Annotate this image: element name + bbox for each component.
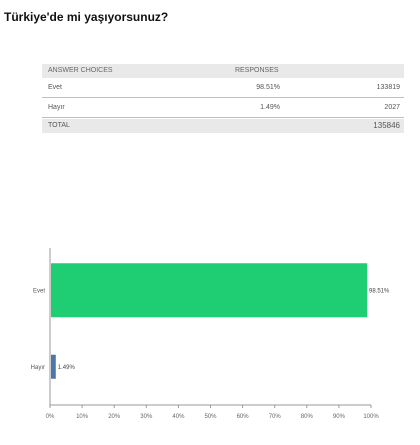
x-tick-label: 30% (140, 414, 153, 420)
row-label: Hayır (48, 104, 65, 111)
table-total-row: TOTAL 135846 (42, 119, 404, 133)
x-tick-label: 90% (333, 414, 346, 420)
x-tick-label: 70% (269, 414, 282, 420)
value-label: 1.49% (58, 365, 76, 371)
x-tick-label: 40% (172, 414, 185, 420)
x-tick-label: 0% (46, 414, 55, 420)
category-label: Hayır (31, 365, 45, 371)
x-tick-label: 80% (301, 414, 314, 420)
response-bar-chart: Evet 98.51% Hayır 1.49% 0% 10% 20% 30% 40% 50% 60%… (31, 248, 390, 420)
total-label: TOTAL (48, 122, 70, 129)
x-tick-label: 100% (363, 414, 379, 420)
value-label: 98.51% (369, 288, 390, 294)
total-count: 135846 (373, 121, 400, 130)
x-tick-label: 60% (237, 414, 250, 420)
bar-evet (51, 263, 368, 318)
header-answer-choices: ANSWER CHOICES (48, 67, 113, 74)
row-count: 133819 (376, 84, 400, 91)
question-title: Türkiye'de mi yaşıyorsunuz? (4, 10, 169, 24)
header-responses: RESPONSES (235, 67, 279, 74)
row-percent: 1.49% (260, 104, 280, 111)
x-tick-label: 50% (204, 414, 217, 420)
table-row: Evet 98.51% 133819 (42, 78, 404, 98)
x-tick-label: 10% (76, 414, 89, 420)
row-count: 2027 (384, 104, 400, 111)
results-table: ANSWER CHOICES RESPONSES Evet 98.51% 133… (42, 64, 404, 133)
category-label: Evet (33, 288, 45, 294)
x-tick-label: 20% (108, 414, 121, 420)
row-percent: 98.51% (256, 84, 280, 91)
table-header-row: ANSWER CHOICES RESPONSES (42, 64, 404, 78)
bar-hayır (51, 354, 56, 379)
table-row: Hayır 1.49% 2027 (42, 98, 404, 118)
row-label: Evet (48, 84, 63, 91)
